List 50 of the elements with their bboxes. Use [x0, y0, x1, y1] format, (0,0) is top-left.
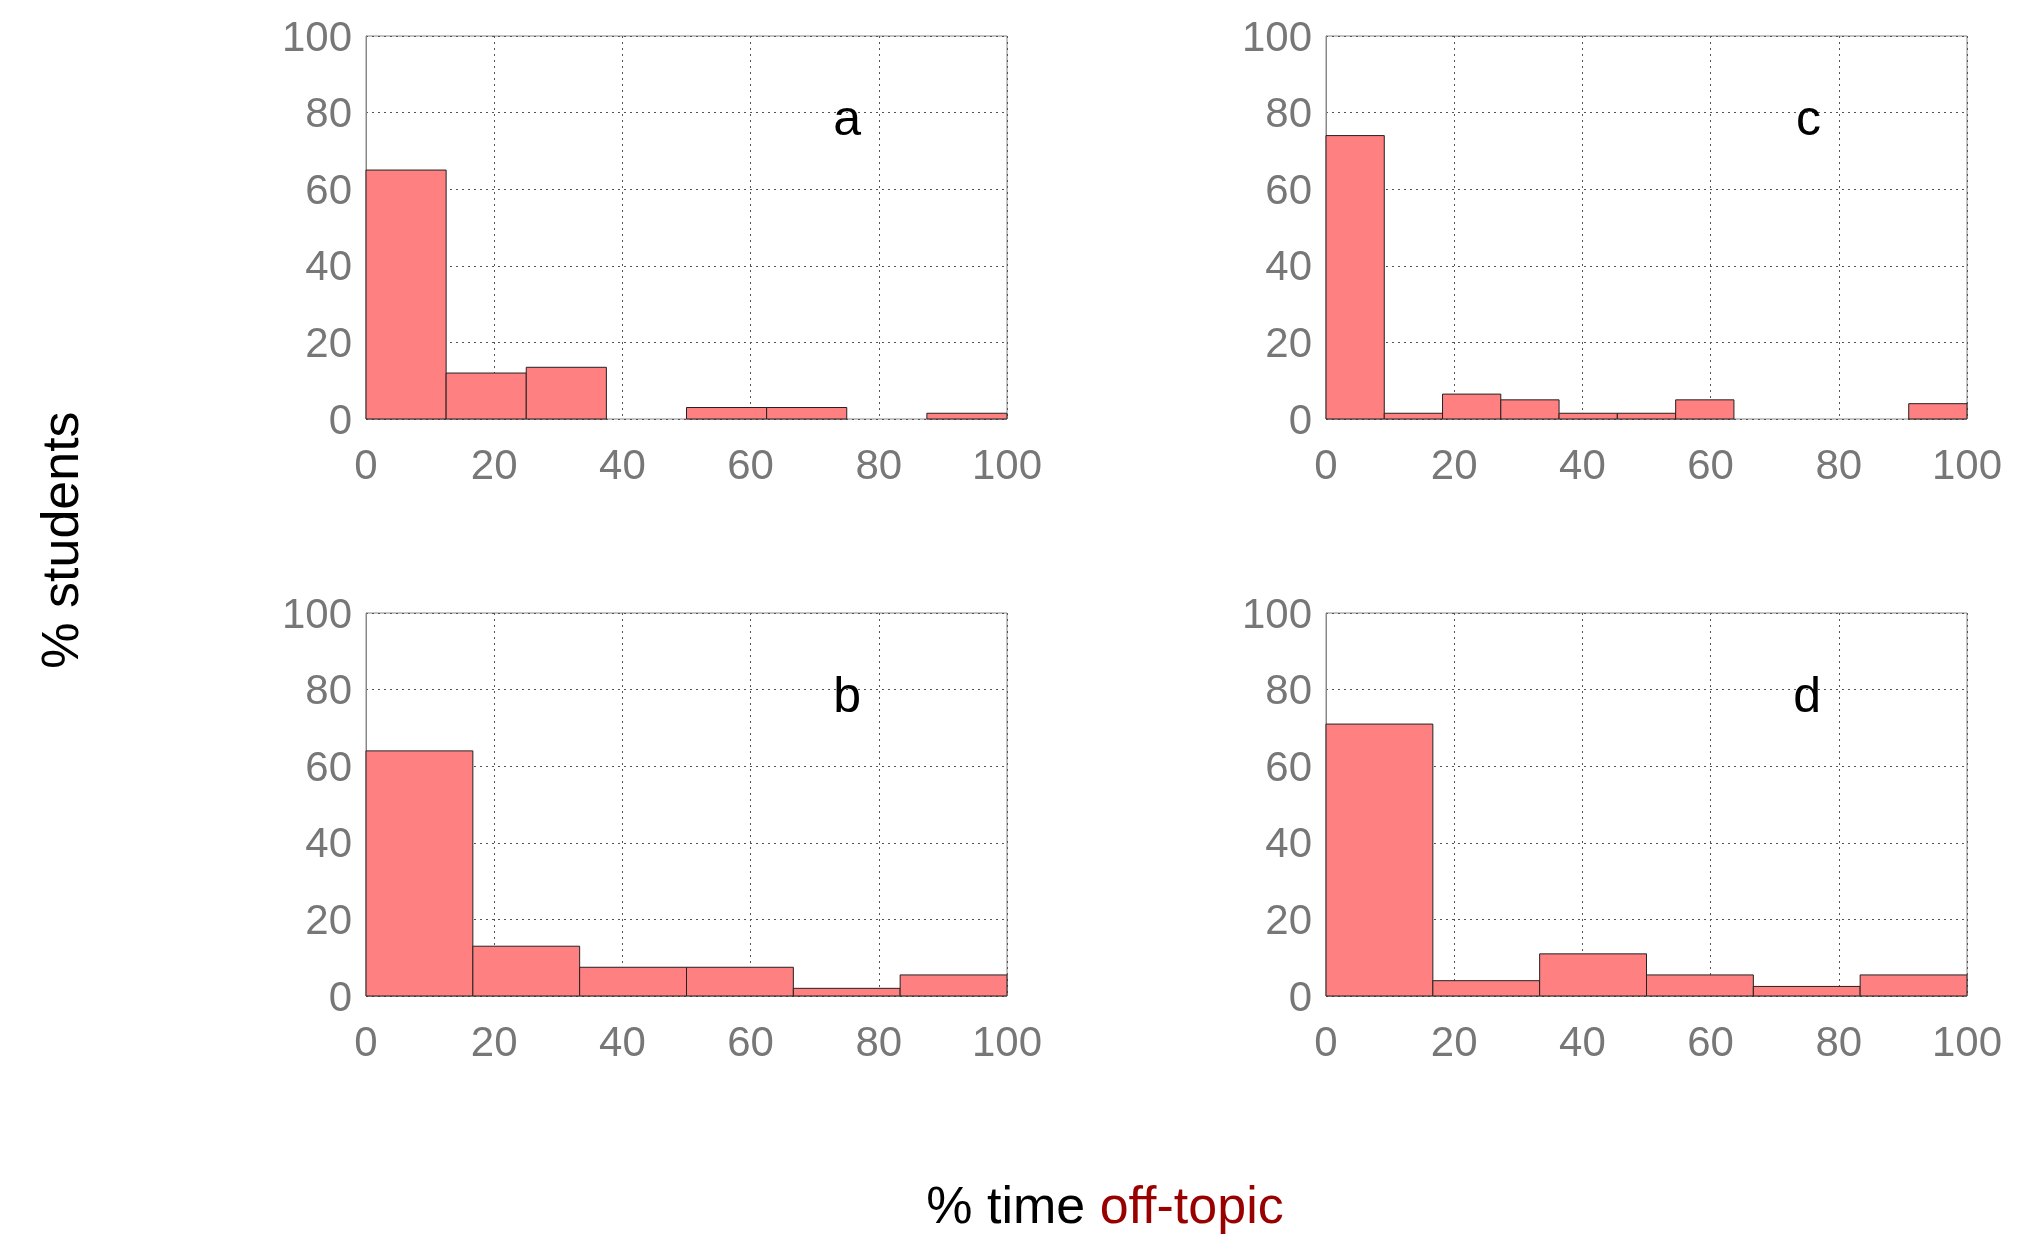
- x-tick-label: 20: [470, 440, 518, 488]
- y-tick-label: 0: [1288, 395, 1312, 443]
- x-tick-label: 80: [1815, 1017, 1863, 1065]
- x-tick-label: 20: [1430, 1017, 1478, 1065]
- x-tick-label: 80: [855, 440, 903, 488]
- x-tick-label: 40: [1559, 1017, 1606, 1065]
- y-tick-label: 100: [1241, 589, 1312, 637]
- y-tick-label: 20: [1265, 318, 1312, 366]
- x-tick-label: 60: [1687, 1017, 1734, 1065]
- y-tick-label: 0: [1288, 972, 1312, 1020]
- y-tick-label: 80: [1265, 89, 1312, 137]
- y-tick-label: 80: [305, 89, 352, 137]
- y-tick-label: 100: [281, 589, 352, 637]
- x-tick-label: 40: [599, 440, 646, 488]
- y-tick-label: 20: [1265, 895, 1312, 943]
- x-tick-label: 80: [855, 1017, 903, 1065]
- y-tick-label: 60: [1265, 742, 1312, 790]
- y-tick-label: 20: [305, 895, 352, 943]
- y-tick-label: 100: [281, 12, 352, 60]
- y-axis-title: % students: [30, 411, 90, 669]
- x-tick-label: 40: [1559, 440, 1606, 488]
- text: d: [1793, 667, 1821, 723]
- x-tick-label: 60: [1687, 440, 1734, 488]
- text: b: [833, 667, 861, 723]
- x-tick-label: 100: [1931, 440, 2003, 488]
- y-tick-label: 80: [305, 666, 352, 714]
- y-tick-label: 40: [1265, 242, 1312, 290]
- y-tick-label: 40: [1265, 819, 1312, 867]
- x-tick-label: 20: [1430, 440, 1478, 488]
- x-tick-label: 80: [1815, 440, 1863, 488]
- text: c: [1796, 90, 1821, 146]
- x-tick-label: 60: [727, 1017, 774, 1065]
- x-tick-label: 60: [727, 440, 774, 488]
- x-tick-label: 40: [599, 1017, 646, 1065]
- y-tick-label: 40: [305, 242, 352, 290]
- y-tick-label: 60: [305, 165, 352, 213]
- y-tick-label: 40: [305, 819, 352, 867]
- x-tick-label: 100: [971, 440, 1043, 488]
- y-tick-label: 20: [305, 318, 352, 366]
- y-tick-label: 60: [305, 742, 352, 790]
- x-tick-label: 100: [971, 1017, 1043, 1065]
- y-tick-label: 80: [1265, 666, 1312, 714]
- y-tick-label: 60: [1265, 165, 1312, 213]
- y-tick-label: 100: [1241, 12, 1312, 60]
- x-axis-title: % time off-topic: [926, 1176, 1284, 1234]
- x-tick-label: 100: [1931, 1017, 2003, 1065]
- text: a: [833, 90, 862, 146]
- y-tick-label: 0: [328, 972, 352, 1020]
- x-tick-label: 20: [470, 1017, 518, 1065]
- y-tick-label: 0: [328, 395, 352, 443]
